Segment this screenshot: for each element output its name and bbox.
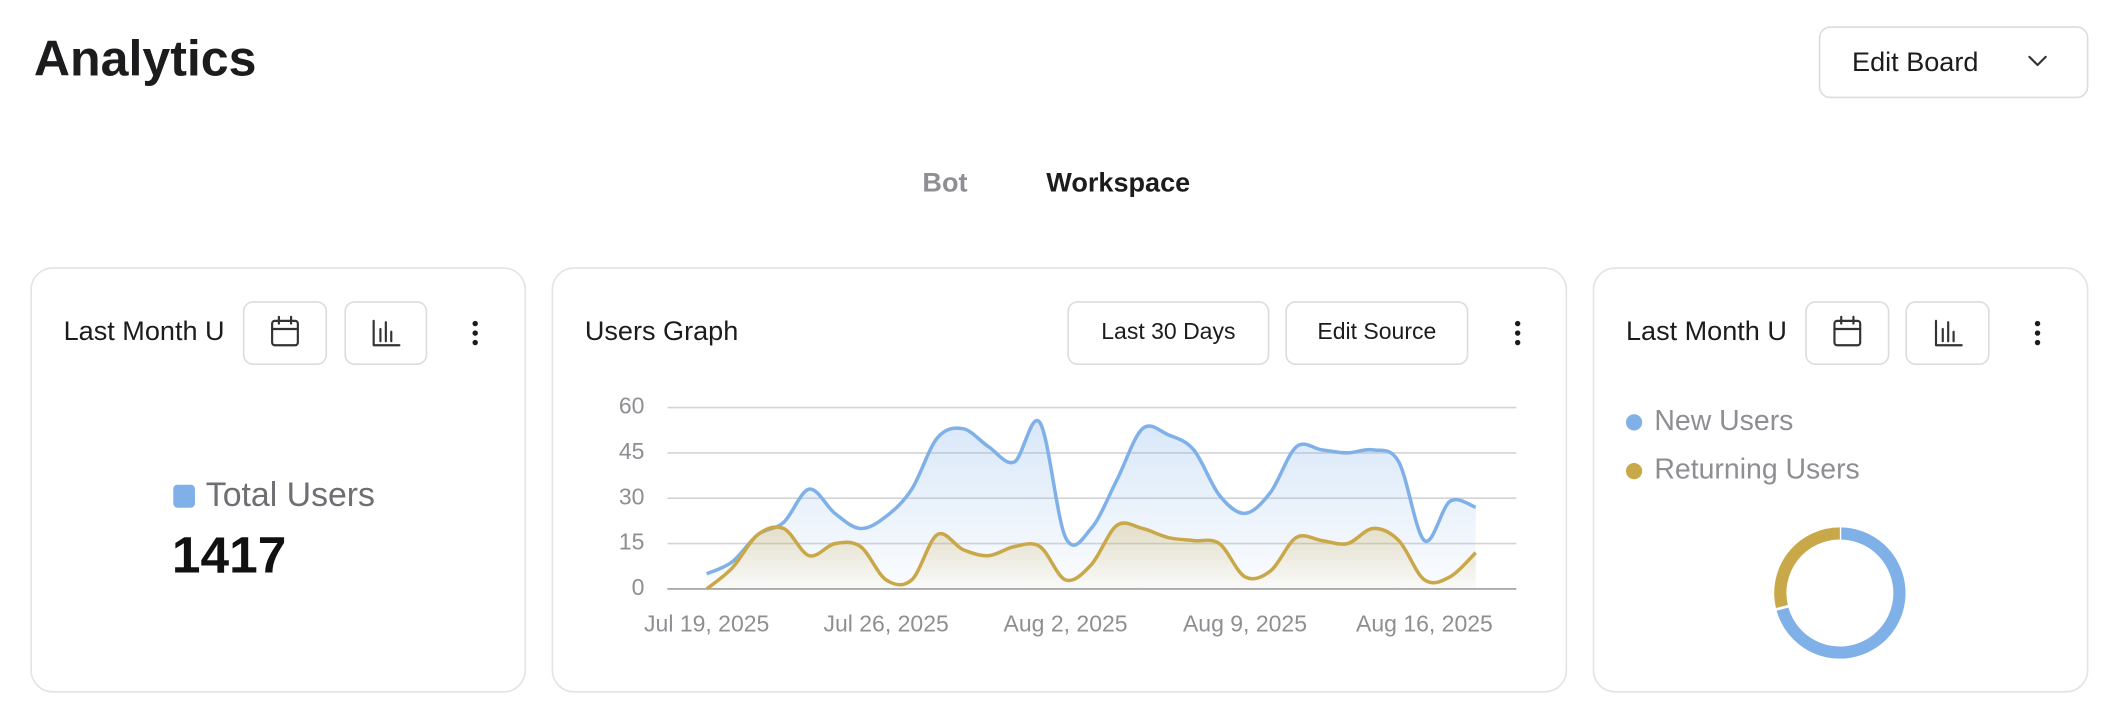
more-menu[interactable] [1514,320,1521,346]
donut-segment [1774,527,1841,610]
card-title: Last Month U [64,315,225,346]
card-title: Users Graph [585,315,738,346]
edit-board-button[interactable]: Edit Board [1818,26,2089,99]
button-label: Edit Source [1317,318,1436,344]
legend-label: Total Users [206,476,375,514]
button-frame [1067,301,1270,366]
legend-dot [1625,463,1643,480]
legend-dot [1625,414,1643,431]
tab-active[interactable]: Workspace [1046,166,1190,197]
calendar-button[interactable] [1805,301,1890,366]
card [1592,267,2089,693]
button-frame [1818,26,2089,99]
legend-swatch [173,484,195,508]
button-frame [1285,301,1469,366]
chart-type-button[interactable] [1905,301,1990,366]
tab[interactable]: Bot [922,166,967,197]
y-tick-label: 60 [619,393,645,419]
legend-label: New Users [1654,405,1793,437]
more-menu[interactable] [2034,320,2041,346]
button-label: Edit Board [1852,46,1978,77]
calendar-icon [271,315,299,347]
bar-chart-icon [1934,319,1963,347]
line [705,418,1477,576]
x-tick-label: Jul 19, 2025 [644,611,769,637]
x-tick-label: Jul 26, 2025 [823,611,948,637]
calendar-button[interactable] [242,301,328,366]
y-tick-label: 15 [619,529,645,555]
legend-label: Returning Users [1654,454,1859,486]
area [706,420,1476,589]
edit-source-button[interactable]: Edit Source [1285,301,1469,366]
chart-type-button[interactable] [344,301,428,366]
button-frame [242,301,328,366]
y-tick-label: 30 [619,483,645,509]
stat-value: 1417 [172,526,286,584]
x-tick-label: Aug 2, 2025 [1004,611,1128,637]
y-tick-label: 0 [632,574,645,600]
button-frame [1805,301,1890,366]
chevron-icon [2028,55,2047,67]
page-title: Analytics [34,31,257,87]
card-title: Last Month U [1626,315,1787,346]
bar-chart-icon [372,319,401,347]
card [30,267,527,693]
donut-segment [1776,527,1906,659]
x-tick-label: Aug 9, 2025 [1183,611,1307,637]
x-tick-label: Aug 16, 2025 [1356,611,1493,637]
segment-gap [1773,604,1791,612]
area [706,523,1476,589]
button-label: Last 30 Days [1101,318,1235,344]
line [705,521,1477,591]
calendar-icon [1833,315,1862,347]
y-tick-label: 45 [619,438,645,464]
range-button[interactable]: Last 30 Days [1067,301,1270,366]
more-menu[interactable] [472,320,478,346]
